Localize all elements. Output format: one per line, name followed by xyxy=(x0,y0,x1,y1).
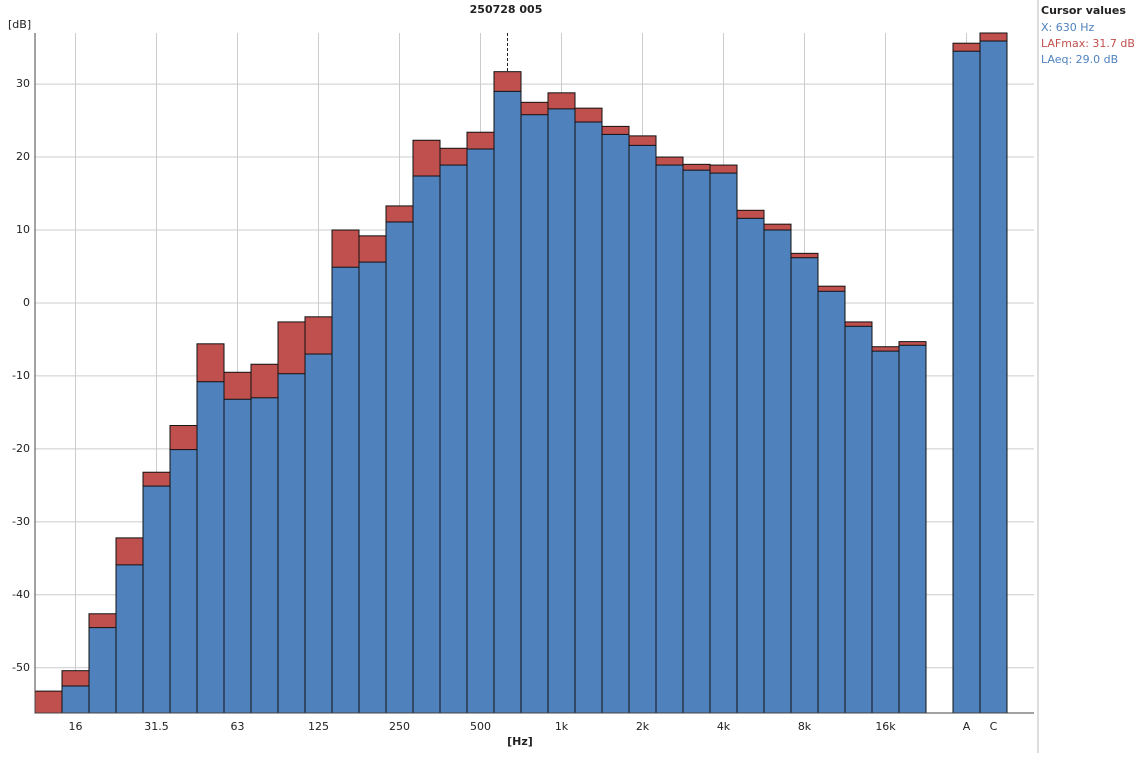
x-tick-label: 16k xyxy=(875,720,896,733)
x-tick-label: A xyxy=(963,720,971,733)
bar xyxy=(547,108,576,714)
bar xyxy=(790,257,819,714)
bar xyxy=(601,133,630,714)
bar xyxy=(412,175,441,714)
bar xyxy=(34,690,63,714)
bar xyxy=(817,290,846,714)
x-tick-label: 1k xyxy=(555,720,569,733)
y-axis-label: [dB] xyxy=(8,18,31,31)
cursor-x: X: 630 Hz xyxy=(1041,21,1095,34)
y-tick-label: 20 xyxy=(16,150,30,163)
x-tick-label: 500 xyxy=(470,720,491,733)
bar xyxy=(88,627,117,714)
y-tick-label: -40 xyxy=(12,588,30,601)
chart-title: 250728 005 xyxy=(470,3,543,16)
bar xyxy=(142,485,171,714)
cursor-eq: LAeq: 29.0 dB xyxy=(1041,53,1118,66)
x-tick-label: 2k xyxy=(636,720,650,733)
bar xyxy=(520,114,549,714)
bar xyxy=(898,344,927,714)
bar xyxy=(61,685,90,714)
bar xyxy=(304,353,333,714)
bar xyxy=(223,398,252,714)
bar xyxy=(277,373,306,714)
y-tick-label: 30 xyxy=(16,77,30,90)
x-tick-label: 31.5 xyxy=(144,720,169,733)
x-tick-label: 125 xyxy=(308,720,329,733)
x-tick-label: 250 xyxy=(389,720,410,733)
y-tick-label: -20 xyxy=(12,442,30,455)
bar xyxy=(574,121,603,714)
x-tick-label: 4k xyxy=(717,720,731,733)
bar xyxy=(115,564,144,714)
bar xyxy=(385,221,414,714)
bar xyxy=(655,164,684,714)
bar xyxy=(871,350,900,714)
y-tick-label: 0 xyxy=(23,296,30,309)
y-tick-label: 10 xyxy=(16,223,30,236)
bar xyxy=(736,217,765,714)
bar xyxy=(358,261,387,714)
bar xyxy=(493,90,522,714)
y-tick-label: -30 xyxy=(12,515,30,528)
y-tick-label: -10 xyxy=(12,369,30,382)
bar xyxy=(844,325,873,714)
bar xyxy=(709,172,738,714)
bar xyxy=(763,229,792,714)
x-tick-label: C xyxy=(990,720,998,733)
x-axis-label: [Hz] xyxy=(507,735,533,748)
cursor-title: Cursor values xyxy=(1041,4,1126,17)
bar xyxy=(439,164,468,714)
bar xyxy=(952,50,981,714)
bar xyxy=(682,169,711,714)
bar xyxy=(628,144,657,714)
bar xyxy=(169,449,198,714)
bar xyxy=(466,148,495,714)
bar xyxy=(979,40,1008,714)
bar xyxy=(250,397,279,714)
y-tick-label: -50 xyxy=(12,661,30,674)
bar xyxy=(196,381,225,714)
cursor-max: LAFmax: 31.7 dB xyxy=(1041,37,1135,50)
bar xyxy=(331,266,360,714)
x-tick-label: 63 xyxy=(231,720,245,733)
x-tick-label: 16 xyxy=(69,720,83,733)
x-tick-label: 8k xyxy=(798,720,812,733)
